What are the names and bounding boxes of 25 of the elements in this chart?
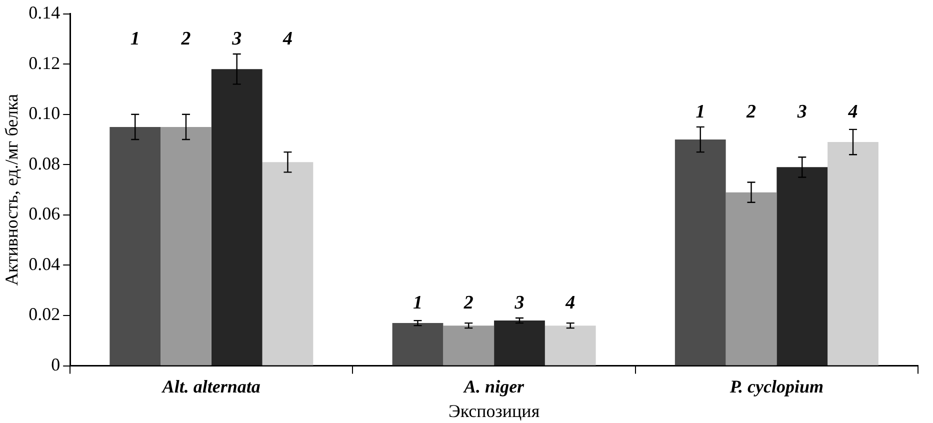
text: 2 [746,101,756,122]
y-tick-label: 0.14 [28,2,60,23]
series-label: 4 [564,292,576,314]
x-tick-label: P. cyclopium [728,376,824,396]
series-label: 3 [514,292,524,314]
text: 3 [232,28,242,50]
text: 1 [696,101,706,122]
y-axis-title: Активность, ед./мг белка [2,94,22,286]
x-axis-title: Экспозиция [448,400,540,421]
text: 4 [282,28,292,50]
text: 2 [181,28,191,50]
y-tick-label: 0.04 [28,254,60,274]
series-label: 1 [412,292,422,314]
text: 4 [848,101,858,122]
text: 1 [130,28,140,50]
y-tick-label: 0 [51,354,60,375]
series-label: 2 [462,292,474,314]
y-tick-label: 0.06 [28,204,60,224]
x-tick-label: A. niger [463,376,526,396]
x-tick-label: Alt. alternata [161,376,260,396]
text: 3 [797,101,807,122]
y-tick-label: 0.10 [28,103,60,124]
y-tick-label: 0.08 [28,153,60,174]
y-tick-label: 0.02 [28,304,60,324]
y-tick-label: 0.12 [28,52,60,73]
